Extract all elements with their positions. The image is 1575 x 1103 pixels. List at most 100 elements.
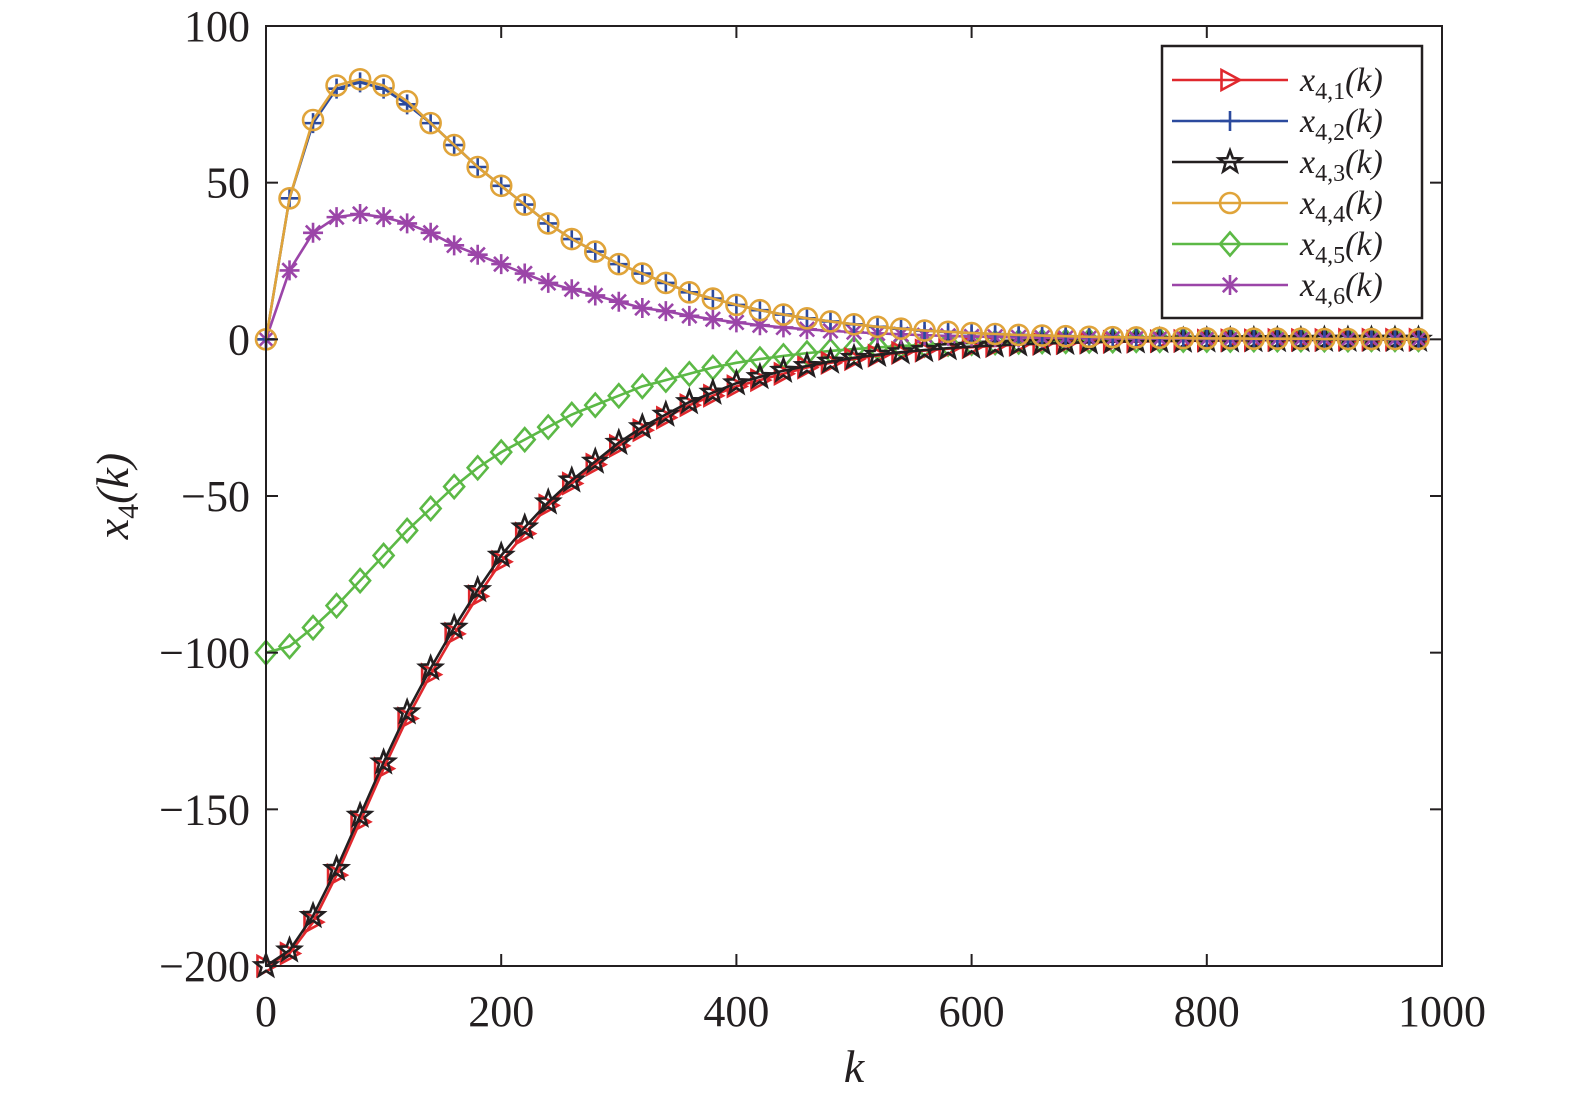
data-point	[466, 155, 489, 179]
data-point	[983, 328, 1007, 356]
data-point	[533, 487, 563, 515]
data-point	[301, 614, 325, 642]
legend-label: x4,2(k)	[1299, 103, 1383, 146]
data-point	[395, 516, 419, 544]
data-point	[1266, 327, 1289, 351]
data-point	[395, 89, 419, 113]
series-4-4	[254, 67, 1430, 351]
series-line	[264, 77, 1419, 341]
data-point	[674, 386, 704, 415]
data-point	[726, 312, 747, 333]
legend-label-sub: 4,2	[1315, 120, 1345, 146]
data-point	[585, 285, 606, 306]
data-point	[392, 696, 422, 725]
data-point	[795, 339, 819, 367]
data-point	[372, 74, 395, 97]
data-point	[768, 355, 798, 383]
data-point	[627, 411, 657, 440]
series-line	[265, 338, 1419, 968]
legend-label: x4,3(k)	[1299, 144, 1383, 187]
data-point	[910, 334, 940, 363]
legend-label-main: x	[1299, 62, 1315, 99]
legend-label: x4,1(k)	[1299, 62, 1383, 105]
data-point	[538, 272, 559, 293]
data-point	[467, 584, 491, 609]
x-tick-label: 0	[255, 987, 277, 1036]
data-point	[677, 360, 702, 388]
data-point	[749, 315, 770, 336]
y-tick-label: −150	[159, 785, 250, 834]
data-point	[369, 747, 399, 775]
data-point	[345, 800, 375, 828]
data-point	[536, 413, 560, 441]
data-point	[842, 335, 866, 363]
data-point	[607, 382, 631, 410]
data-point	[795, 307, 819, 330]
legend-item: x4,2(k)	[1172, 103, 1383, 146]
legend-label-main: x	[1299, 103, 1315, 140]
y-axis-label-sub: 4	[112, 504, 145, 519]
data-point	[419, 111, 442, 135]
data-point	[655, 301, 676, 322]
data-point	[373, 207, 394, 228]
axis-ticks: 0 200 400 600 800 1000 100 50 0 −50 −100 −150 −200	[159, 2, 1486, 1036]
data-point	[654, 271, 678, 295]
data-point	[983, 322, 1007, 346]
data-point	[815, 346, 845, 374]
data-point	[536, 212, 560, 235]
data-point	[608, 291, 629, 312]
y-axis-label-main: x	[87, 518, 138, 540]
data-point	[580, 446, 610, 474]
data-point	[277, 632, 302, 660]
data-point	[583, 240, 607, 263]
data-point	[1407, 327, 1430, 351]
data-point	[745, 361, 775, 390]
legend-label: x4,4(k)	[1299, 185, 1383, 228]
data-point	[557, 465, 587, 493]
data-point	[632, 298, 653, 318]
x-tick-label: 600	[939, 987, 1005, 1036]
data-point	[1242, 327, 1266, 351]
data-point	[1077, 325, 1101, 349]
data-point	[773, 317, 794, 338]
data-point	[510, 512, 540, 540]
legend-item: x4,4(k)	[1172, 185, 1383, 228]
series-4-1	[256, 327, 1432, 979]
data-point	[725, 293, 748, 317]
y-tick-label: −50	[181, 472, 250, 521]
data-point	[491, 254, 512, 275]
data-point	[1336, 327, 1360, 351]
data-point	[397, 213, 418, 234]
y-tick-label: 100	[184, 2, 250, 51]
x-axis-label: k	[844, 1041, 866, 1092]
series-layer	[251, 67, 1433, 979]
legend-marker	[1215, 146, 1245, 175]
data-point	[442, 473, 466, 501]
data-point	[416, 653, 446, 681]
data-point	[444, 235, 465, 256]
data-point	[839, 342, 869, 371]
data-point	[936, 320, 960, 344]
y-axis-label-arg: (k)	[87, 453, 138, 504]
legend-label-sub: 4,4	[1315, 202, 1345, 228]
data-point	[933, 332, 963, 361]
x-tick-label: 800	[1174, 987, 1240, 1036]
data-point	[1030, 324, 1054, 347]
data-point	[303, 222, 324, 243]
legend: x4,1(k)x4,2(k)x4,3(k)x4,4(k)x4,5(k)x4,6(…	[1160, 44, 1424, 320]
data-point	[842, 312, 866, 336]
legend-label-arg: (k)	[1345, 185, 1383, 222]
x-tick-label: 200	[468, 987, 534, 1036]
data-point	[278, 187, 301, 210]
legend-label-sub: 4,3	[1315, 161, 1345, 187]
data-point	[514, 521, 538, 546]
data-point	[1360, 327, 1383, 351]
data-point	[701, 287, 725, 310]
data-point	[491, 549, 514, 574]
legend-marker	[1218, 191, 1242, 215]
data-point	[1124, 326, 1148, 349]
y-axis-label: x4(k)	[87, 453, 145, 540]
data-point	[678, 281, 701, 304]
data-point	[560, 227, 584, 251]
data-point	[1219, 327, 1242, 350]
